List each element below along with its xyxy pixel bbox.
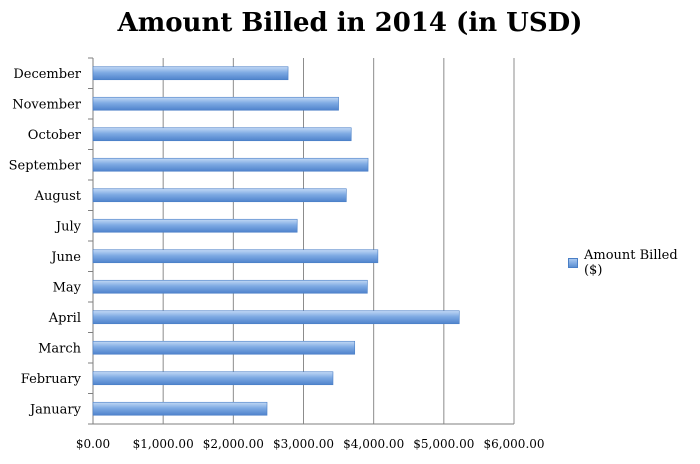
bar-january bbox=[92, 401, 268, 416]
legend-swatch bbox=[568, 258, 578, 268]
x-tick-label: $0.00 bbox=[76, 437, 110, 451]
bar-october bbox=[92, 127, 352, 142]
x-tick-label: $6,000.00 bbox=[483, 437, 544, 451]
legend-label: Amount Billed ($) bbox=[583, 248, 678, 278]
bar-september bbox=[92, 157, 369, 172]
category-label-february: February bbox=[21, 372, 82, 387]
category-label-november: November bbox=[12, 97, 82, 112]
category-label-october: October bbox=[28, 128, 82, 143]
category-label-july: July bbox=[54, 219, 82, 234]
bar-february bbox=[92, 371, 334, 386]
bar-november bbox=[92, 96, 339, 111]
category-label-march: March bbox=[38, 341, 82, 356]
bar-june bbox=[92, 249, 379, 264]
x-tick-label: $5,000.00 bbox=[413, 437, 474, 451]
bar-march bbox=[92, 340, 356, 355]
bar-april bbox=[92, 310, 460, 325]
bar-may bbox=[92, 279, 368, 294]
bar-july bbox=[92, 218, 298, 233]
category-label-june: June bbox=[49, 250, 81, 265]
x-tick-label: $4,000.00 bbox=[343, 437, 404, 451]
bar-december bbox=[92, 66, 289, 81]
x-tick-label: $1,000.00 bbox=[133, 437, 194, 451]
category-label-may: May bbox=[53, 280, 82, 295]
x-tick-label: $2,000.00 bbox=[203, 437, 264, 451]
legend: Amount Billed ($) bbox=[568, 248, 700, 278]
category-label-september: September bbox=[9, 158, 82, 173]
category-label-december: December bbox=[13, 67, 81, 82]
bar-august bbox=[92, 188, 347, 203]
category-label-january: January bbox=[28, 402, 82, 417]
chart-title: Amount Billed in 2014 (in USD) bbox=[117, 8, 583, 38]
category-label-august: August bbox=[34, 189, 82, 204]
x-tick-label: $3,000.00 bbox=[273, 437, 334, 451]
category-label-april: April bbox=[48, 311, 81, 326]
